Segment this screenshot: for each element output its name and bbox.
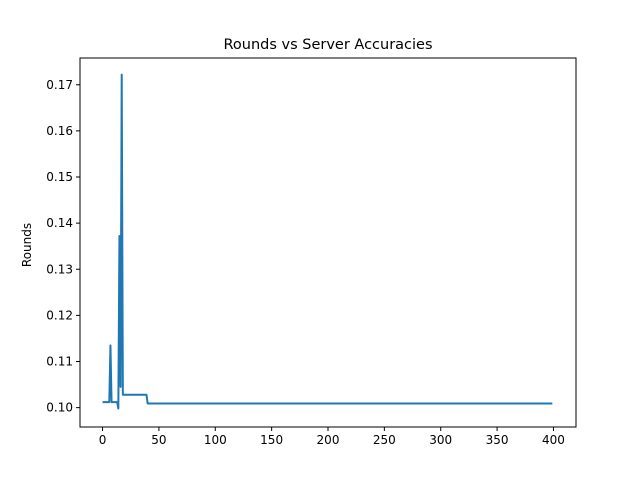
y-tick-label: 0.12: [46, 308, 73, 322]
y-axis: 0.10 0.11 0.12 0.13 0.14 0.15 0.16 0.17: [46, 78, 80, 415]
x-tick-label: 400: [542, 433, 565, 447]
x-tick-label: 50: [151, 433, 166, 447]
y-tick-label: 0.17: [46, 78, 73, 92]
x-tick-label: 300: [429, 433, 452, 447]
plot-area: [102, 73, 553, 410]
y-tick-label: 0.11: [46, 355, 73, 369]
y-tick-label: 0.10: [46, 401, 73, 415]
y-tick-label: 0.13: [46, 262, 73, 276]
x-tick-label: 0: [99, 433, 107, 447]
y-tick-label: 0.15: [46, 170, 73, 184]
y-tick-label: 0.14: [46, 216, 73, 230]
x-tick-label: 150: [260, 433, 283, 447]
x-tick-label: 350: [486, 433, 509, 447]
chart-title: Rounds vs Server Accuracies: [223, 37, 432, 53]
x-tick-label: 200: [317, 433, 340, 447]
y-tick-label: 0.16: [46, 124, 73, 138]
x-tick-label: 100: [204, 433, 227, 447]
axes-frame: [79, 57, 577, 428]
series-line-0: [102, 73, 553, 410]
x-axis: 0 50 100 150 200 250 300 350 400: [99, 427, 565, 447]
x-tick-label: 250: [373, 433, 396, 447]
y-axis-label: Rounds: [20, 223, 34, 267]
